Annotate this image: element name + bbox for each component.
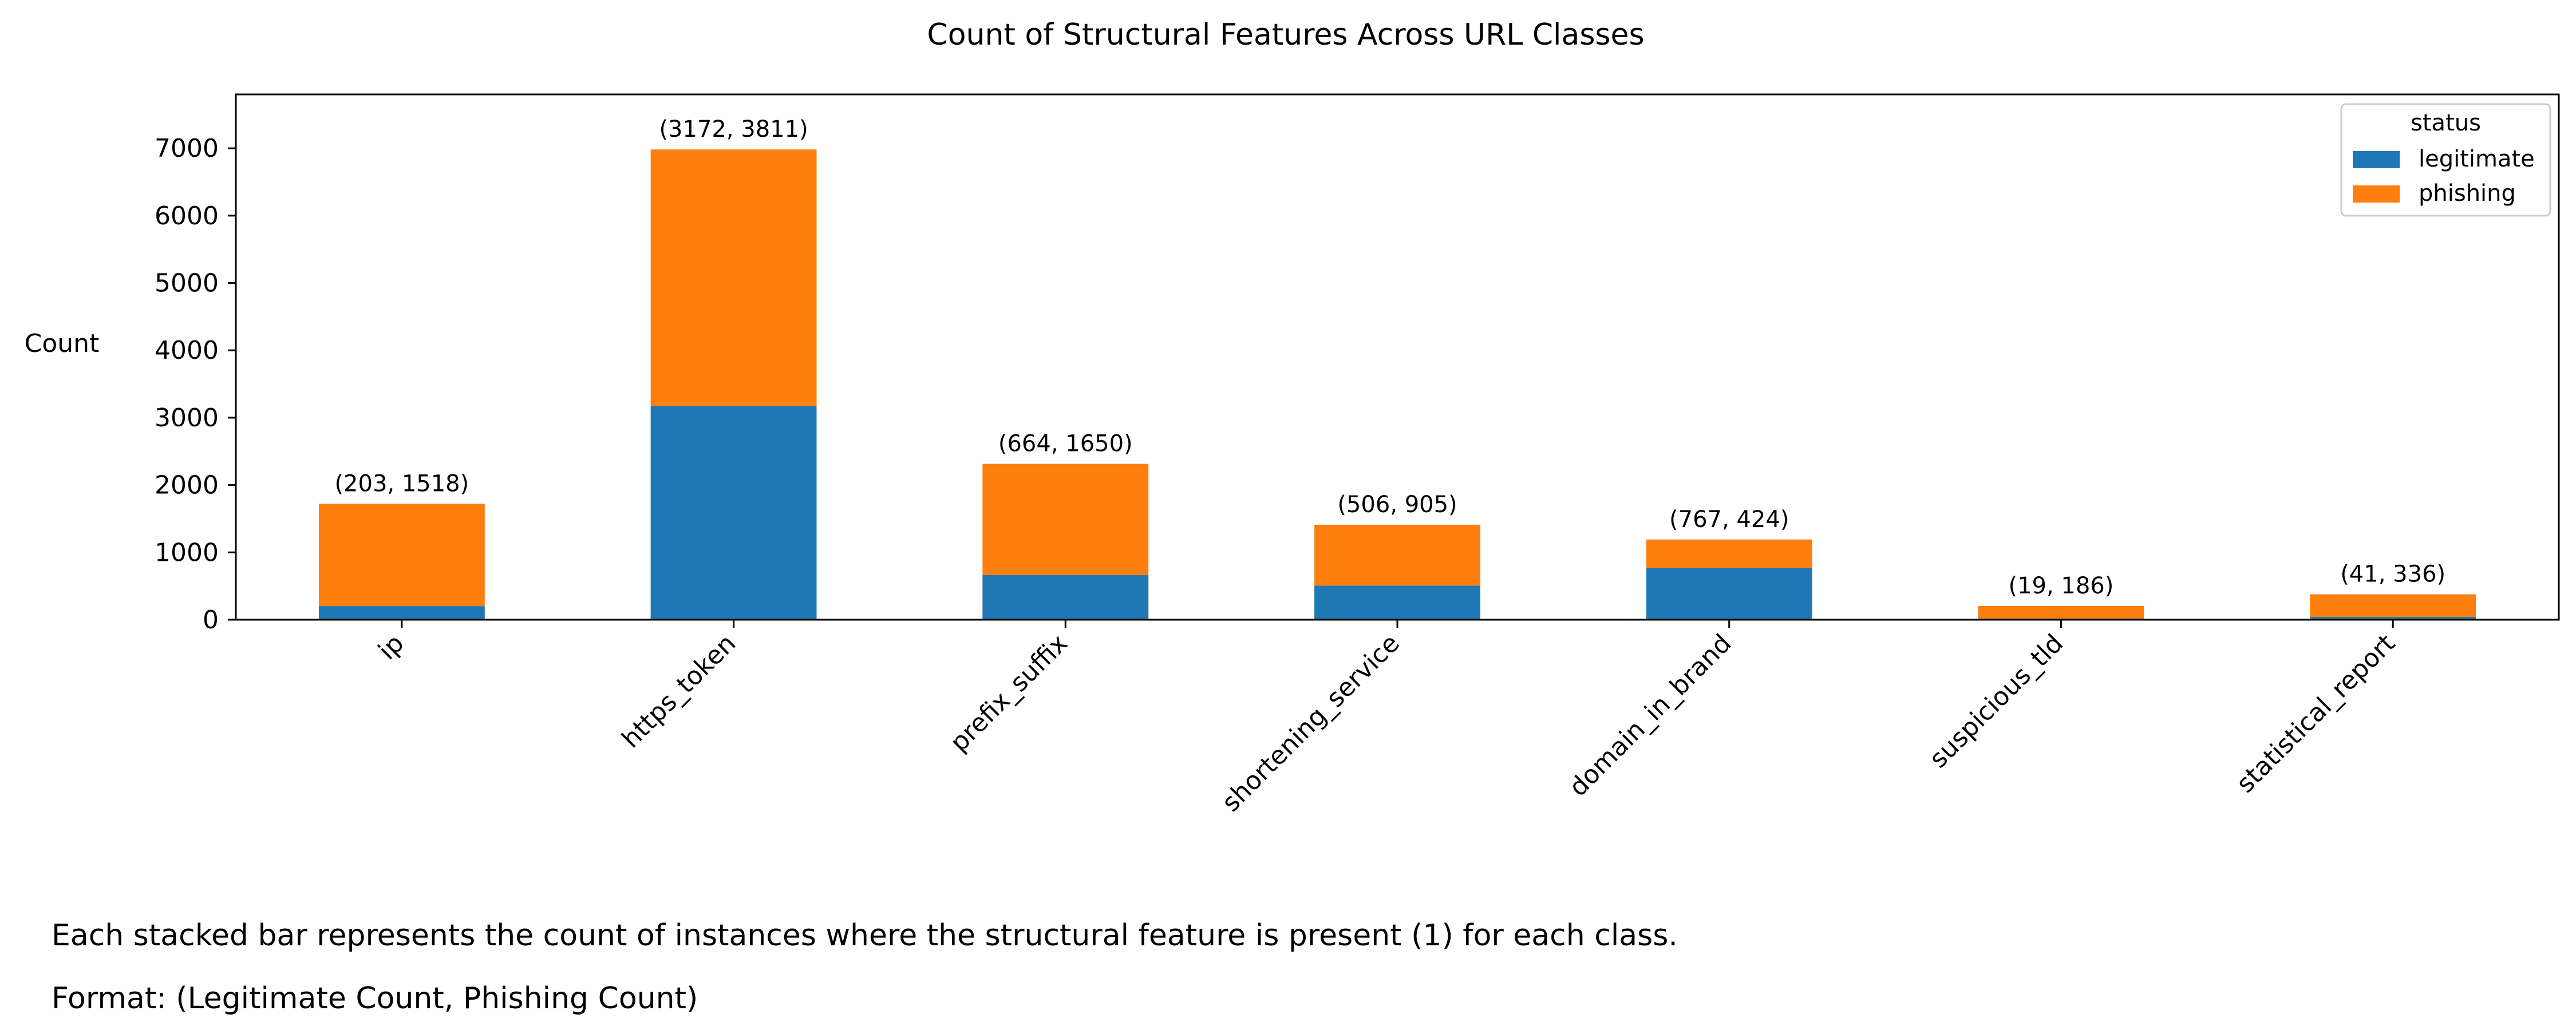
bar-domain-in-brand-legitimate xyxy=(1646,568,1812,620)
bar-labels-group: (203, 1518) (3172, 3811) (664, 1650) (506, … xyxy=(334,116,2445,599)
y-tick-label: 7000 xyxy=(155,134,219,163)
bar-ip-phishing xyxy=(318,504,485,607)
y-tick-label: 6000 xyxy=(155,201,219,231)
y-tick-label: 3000 xyxy=(155,403,219,433)
x-tick-label-ip: ip xyxy=(373,629,409,665)
x-tick-label-domain-in-brand: domain_in_brand xyxy=(1563,629,1737,802)
bar-label-ip: (203, 1518) xyxy=(334,470,469,497)
bar-prefix-suffix-legitimate xyxy=(982,575,1149,620)
legend-label-legitimate: legitimate xyxy=(2419,146,2535,172)
caption-line-1: Each stacked bar represents the count of… xyxy=(52,918,1678,953)
x-axis-ticks: ip https_token prefix_suffix shortening_ser… xyxy=(373,620,2401,818)
x-tick-label-prefix-suffix: prefix_suffix xyxy=(945,629,1073,758)
y-axis-label: Count xyxy=(25,329,100,358)
legend-title: status xyxy=(2411,110,2481,136)
bar-shortening-service-phishing xyxy=(1314,524,1480,586)
y-axis-ticks: 0 1000 2000 3000 4000 5000 6000 7000 xyxy=(155,134,236,635)
bar-label-https-token: (3172, 3811) xyxy=(659,116,808,142)
bar-label-statistical-report: (41, 336) xyxy=(2340,561,2445,588)
x-tick-label-https-token: https_token xyxy=(617,629,742,754)
x-tick-label-statistical-report: statistical_report xyxy=(2231,629,2401,799)
chart-title: Count of Structural Features Across URL … xyxy=(927,18,1644,52)
bar-https-token-phishing xyxy=(650,149,817,406)
x-tick-label-suspicious-tld: suspicious_tld xyxy=(1924,629,2069,774)
y-tick-label: 2000 xyxy=(155,471,219,500)
legend: status legitimate phishing xyxy=(2340,103,2551,217)
x-tick-label-shortening-service: shortening_service xyxy=(1216,629,1405,818)
bar-label-domain-in-brand: (767, 424) xyxy=(1669,506,1789,533)
bar-label-shortening-service: (506, 905) xyxy=(1337,492,1457,518)
legend-label-phishing: phishing xyxy=(2419,180,2516,207)
bar-statistical-report-phishing xyxy=(2310,594,2476,617)
plot-frame xyxy=(235,93,2560,621)
bar-statistical-report-legitimate xyxy=(2310,617,2476,620)
bar-domain-in-brand-phishing xyxy=(1646,539,1812,568)
bar-https-token-legitimate xyxy=(650,406,817,620)
bar-ip-legitimate xyxy=(318,606,485,620)
y-tick-label: 0 xyxy=(203,605,219,635)
caption-line-2: Format: (Legitimate Count, Phishing Coun… xyxy=(52,981,698,1016)
y-tick-label: 1000 xyxy=(155,538,219,567)
bars-group xyxy=(318,149,2476,620)
bar-label-prefix-suffix: (664, 1650) xyxy=(998,431,1133,457)
bar-prefix-suffix-phishing xyxy=(982,464,1149,575)
bar-suspicious-tld-phishing xyxy=(1978,605,2144,619)
legend-swatch-phishing xyxy=(2353,185,2400,203)
legend-swatch-legitimate xyxy=(2353,151,2400,168)
y-tick-label: 5000 xyxy=(155,269,219,298)
bar-label-suspicious-tld: (19, 186) xyxy=(2008,573,2113,599)
bar-shortening-service-legitimate xyxy=(1314,585,1480,620)
y-tick-label: 4000 xyxy=(155,336,219,365)
